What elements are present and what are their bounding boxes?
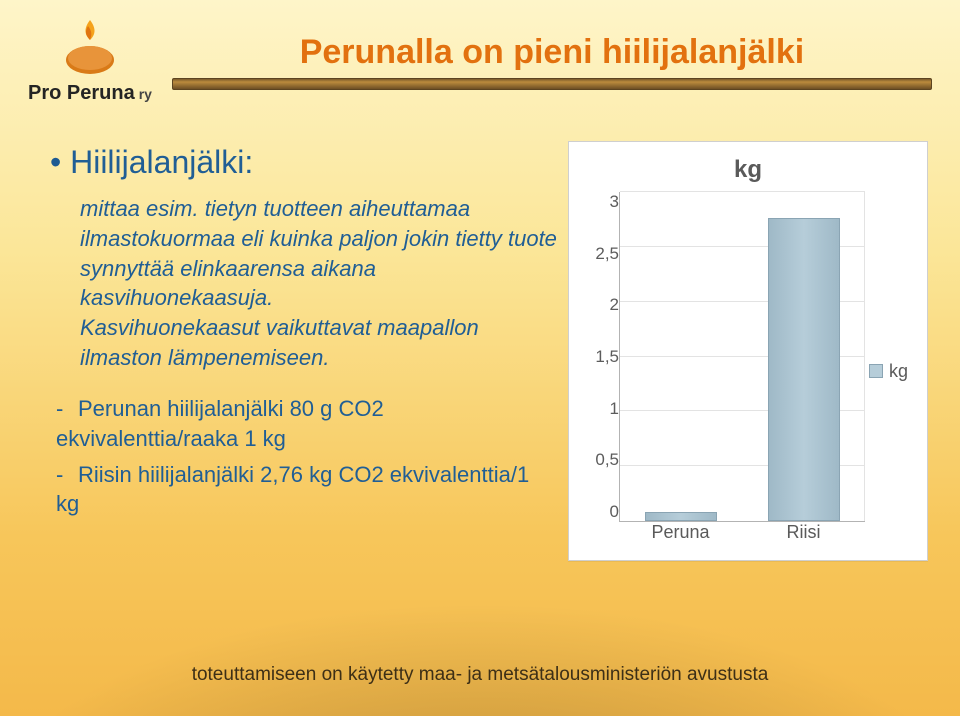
plot-wrap: PerunaRiisi [619,192,865,550]
logo-text: Pro Peruna ry [28,82,152,105]
bar-peruna [645,512,717,521]
body-para-2: Kasvihuonekaasut vaikuttavat maapallon i… [80,313,558,372]
legend-swatch [869,364,883,378]
chart-legend: kg [865,192,915,550]
y-tick-label: 1,5 [595,347,619,367]
bullet-2-text: Riisin hiilijalanjälki 2,76 kg CO2 ekviv… [56,462,529,517]
x-tick-label: Riisi [742,522,865,550]
footer-text: toteuttamiseen on käytetty maa- ja metsä… [0,654,960,716]
header: Pro Peruna ry Perunalla on pieni hiilija… [0,0,960,115]
plot-area [619,192,865,522]
title-underline [172,78,932,90]
chart-body: 3 2,5 2 1,5 1 0,5 0 PerunaRiisi kg [581,192,915,550]
y-tick-label: 0,5 [595,450,619,470]
bullet-1-text: Perunan hiilijalanjälki 80 g CO2 ekvival… [56,396,384,451]
x-axis-labels: PerunaRiisi [619,522,865,550]
x-tick-label: Peruna [619,522,742,550]
y-axis-labels: 3 2,5 2 1,5 1 0,5 0 [581,192,619,550]
title-area: Perunalla on pieni hiilijalanjälki [172,33,932,90]
plot-right-border [864,192,865,521]
bullet-2: -Riisin hiilijalanjälki 2,76 kg CO2 ekvi… [56,460,558,519]
logo-suffix: ry [139,86,152,102]
y-tick-label: 1 [610,399,619,419]
body-para-1: mittaa esim. tietyn tuotteen aiheuttamaa… [80,194,558,313]
legend-label: kg [889,361,908,382]
body-paragraphs: mittaa esim. tietyn tuotteen aiheuttamaa… [80,194,558,372]
logo-icon [54,18,126,76]
text-column: Hiilijalanjälki: mittaa esim. tietyn tuo… [50,141,558,644]
logo: Pro Peruna ry [28,18,152,105]
chart-title: kg [581,156,915,184]
page-title: Perunalla on pieni hiilijalanjälki [172,33,932,78]
y-tick-label: 3 [610,192,619,212]
section-heading: Hiilijalanjälki: [50,141,558,184]
logo-brand: Pro Peruna [28,82,135,105]
y-tick-label: 0 [610,502,619,522]
gridline [620,191,865,192]
y-tick-label: 2,5 [595,244,619,264]
bullet-1: -Perunan hiilijalanjälki 80 g CO2 ekviva… [56,394,558,453]
y-tick-label: 2 [610,295,619,315]
bar-riisi [768,218,840,521]
content: Hiilijalanjälki: mittaa esim. tietyn tuo… [0,115,960,654]
chart-panel: kg 3 2,5 2 1,5 1 0,5 0 PerunaRiisi kg [568,141,928,561]
